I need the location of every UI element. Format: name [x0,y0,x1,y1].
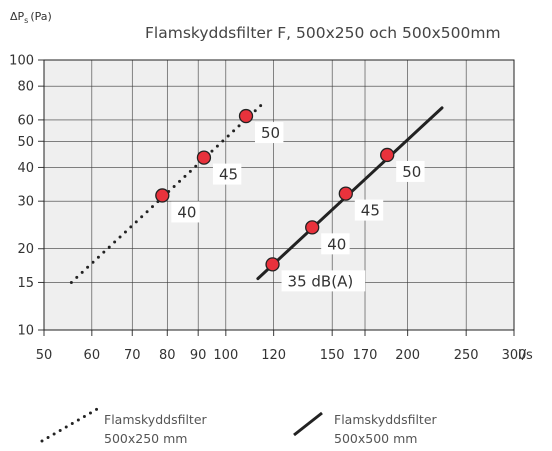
legend-entry-dotted: Flamskyddsfilter 500x250 mm [40,406,208,446]
y-tick-label: 20 [17,242,34,257]
x-tick-label: 150 [320,348,345,363]
y-tick-label: 50 [17,135,34,150]
x-tick-label: 120 [261,348,286,363]
x-tick-label: 200 [395,348,420,363]
series-solid: 35 dB(A) 40 45 50 [256,106,444,292]
chart-title: Flamskyddsfilter F, 500x250 och 500x500m… [145,24,501,42]
data-label-background [281,270,366,292]
x-tick-label: 70 [124,348,141,363]
x-axis-label: l/s [518,348,533,363]
legend-label-dotted-line2: 500x250 mm [104,431,187,446]
series-layer: 40 45 50 35 dB(A) 40 45 50 [69,100,444,292]
data-point [265,257,280,272]
data-point [238,108,254,124]
data-label: 40 [327,235,346,253]
data-label: 45 [361,202,380,220]
legend-entry-solid: Flamskyddsfilter 500x500 mm [293,411,438,446]
plot-background [44,60,514,330]
data-point [155,188,170,203]
legend-swatch-dotted [40,406,101,443]
y-axis-label-main: ΔP [10,10,25,23]
y-axis-label: ΔPs (Pa) [10,10,52,25]
data-point [380,147,395,163]
legend-label-dotted-line1: Flamskyddsfilter [104,412,208,427]
data-label: 35 dB(A) [288,272,354,290]
x-tick-label: 300 [502,348,527,363]
data-label: 45 [219,166,238,184]
y-axis-label-sub: s [24,16,28,25]
data-point [338,186,353,201]
tick-labels: 50 60 70 80 90 100 120 150 170 200 250 300 10 15 20 30 4… [9,54,526,364]
data-label-background [396,160,425,182]
data-label-background [354,199,384,221]
y-tick-label: 100 [9,54,34,69]
y-tick-label: 15 [17,276,34,291]
data-label-background [255,122,284,144]
plot-frame [43,59,515,331]
x-tick-label: 100 [213,348,238,363]
data-point [305,220,320,235]
data-label: 50 [402,163,421,181]
x-tick-label: 50 [36,348,53,363]
data-label-background [171,201,200,223]
data-label-background [321,233,350,255]
x-tick-label: 90 [190,348,207,363]
y-tick-label: 60 [17,113,34,128]
data-label: 50 [261,124,280,142]
legend-swatch-solid [293,411,323,437]
y-tick-label: 40 [17,161,34,176]
legend-label-solid-line1: Flamskyddsfilter [334,412,438,427]
data-label: 40 [177,203,196,221]
x-tick-label: 80 [159,348,176,363]
y-tick-label: 80 [17,80,34,95]
x-tick-label: 170 [353,348,378,363]
data-point [196,150,212,165]
legend: Flamskyddsfilter 500x250 mm Flamskyddsfi… [40,406,438,446]
series-dotted: 40 45 50 [69,100,284,284]
y-axis-label-unit: (Pa) [30,10,51,23]
data-label-background [212,163,242,185]
y-tick-label: 10 [17,324,34,339]
y-tick-label: 30 [17,195,34,210]
legend-label-solid-line2: 500x500 mm [334,431,417,446]
x-tick-label: 60 [84,348,101,363]
x-tick-label: 250 [454,348,479,363]
